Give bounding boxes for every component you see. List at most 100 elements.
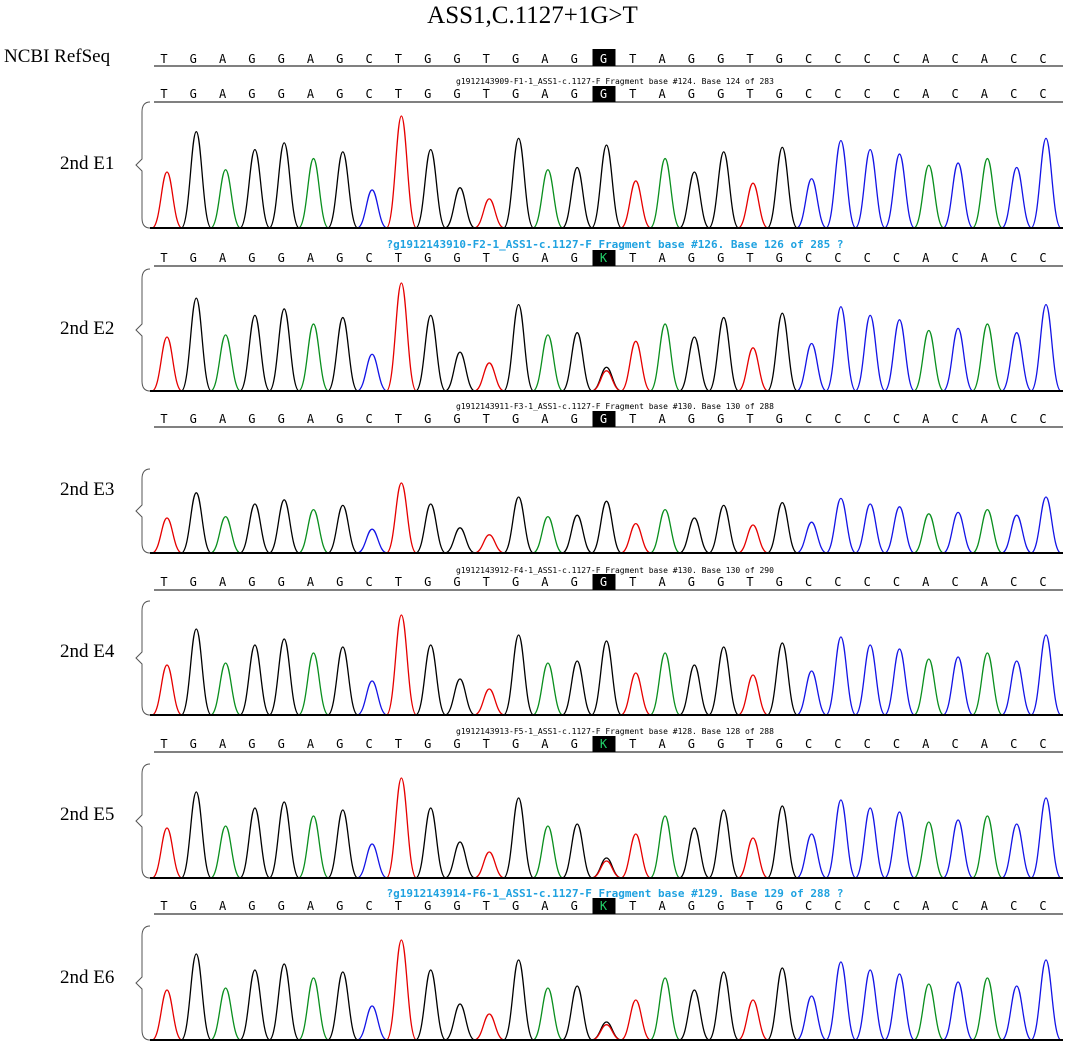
chromatogram-peak [883, 973, 916, 1041]
chromatogram-peak [766, 312, 798, 392]
sequence-base: G [717, 575, 724, 589]
chromatogram-peak [532, 987, 564, 1041]
chromatogram-peak [268, 638, 300, 716]
site-highlight-box [592, 411, 616, 427]
chromatogram-peak [356, 680, 388, 716]
reference-base: G [688, 52, 695, 66]
sequence-base: A [541, 899, 549, 913]
chromatogram-peak [649, 977, 681, 1041]
sequence-base: G [512, 899, 519, 913]
sequence-base: G [453, 737, 460, 751]
chromatogram-peak [649, 652, 681, 716]
sequence-base: G [248, 737, 255, 751]
site-highlight-box [592, 86, 616, 102]
chromatogram-peak [679, 336, 710, 392]
sequence-base: G [248, 87, 255, 101]
sequence-base: T [629, 412, 636, 426]
chromatogram-peak [180, 953, 212, 1041]
chromatogram-peak [180, 791, 212, 879]
sequence-base: C [951, 737, 958, 751]
chromatogram-peak [825, 306, 857, 392]
sequence-base: A [922, 251, 930, 265]
sequence-base: G [278, 899, 285, 913]
sequence-base: C [365, 737, 372, 751]
sequence-base: C [365, 412, 372, 426]
sequence-base: G [190, 575, 197, 589]
chromatogram-peak [268, 963, 300, 1041]
chromatogram-peak [356, 843, 388, 879]
chromatogram-peak [415, 807, 447, 879]
chromatogram-peak [971, 977, 1004, 1041]
sequence-base: T [746, 412, 753, 426]
chromatogram-peak [942, 981, 974, 1041]
reference-base: G [600, 52, 607, 66]
chromatogram-peak [502, 496, 535, 554]
panel-bracket [135, 600, 151, 716]
chromatogram-peak [708, 316, 740, 392]
reference-base: A [307, 52, 315, 66]
chromatogram-peak [591, 370, 622, 392]
sequence-base: G [688, 251, 695, 265]
sequence-base: T [746, 575, 753, 589]
sequence-base: G [248, 251, 255, 265]
chromatogram-peak [620, 833, 652, 879]
sequence-base: T [483, 412, 490, 426]
sequence-base: A [219, 87, 227, 101]
chromatogram-peak [796, 521, 827, 554]
chromatogram-peak [942, 511, 974, 554]
sequence-base: G [424, 899, 431, 913]
panel-header: g1912143911-F3-1_ASS1-c.1127-F Fragment … [456, 402, 774, 411]
chromatogram-peak [796, 342, 827, 392]
chromatogram-peak [854, 644, 886, 716]
chromatogram-peak [297, 323, 330, 392]
sequence-base: C [864, 899, 871, 913]
reference-base: A [541, 52, 549, 66]
chromatogram-peak [502, 137, 535, 229]
chromatogram-peak [151, 664, 183, 716]
chromatogram-peak [913, 329, 945, 392]
reference-base: A [922, 52, 930, 66]
sequence-base: C [1010, 899, 1017, 913]
sequence-base: G [190, 87, 197, 101]
chromatogram-peak [854, 969, 886, 1041]
chromatogram-peak [209, 169, 242, 229]
chromatogram-peak [942, 327, 974, 392]
sequence-base: G [424, 412, 431, 426]
sequence-base: G [600, 575, 607, 589]
chromatogram-peak [385, 482, 418, 554]
sequence-base: G [248, 412, 255, 426]
sequence-base: C [864, 87, 871, 101]
sequence-base: A [307, 412, 315, 426]
site-highlight-box [592, 250, 616, 266]
sequence-base: G [512, 251, 519, 265]
sequence-base: C [893, 899, 900, 913]
chromatogram-peak [766, 805, 798, 879]
sequence-base: A [658, 251, 666, 265]
chromatogram-peak [737, 524, 769, 554]
sequence-base: C [951, 87, 958, 101]
sequence-base: T [160, 737, 167, 751]
chromatogram-peak [1001, 514, 1033, 554]
sequence-base: T [746, 87, 753, 101]
chromatogram-peak [1030, 496, 1062, 554]
chromatogram-peak [268, 801, 300, 879]
chromatogram-peak [796, 995, 827, 1041]
sequence-base: G [776, 575, 783, 589]
sequence-base: C [893, 87, 900, 101]
sequence-base: C [864, 251, 871, 265]
chromatogram-peak [766, 501, 798, 554]
sequence-base: G [336, 575, 343, 589]
sequence-base: G [453, 412, 460, 426]
chromatogram-peak [972, 508, 1003, 554]
chromatogram-peak [415, 503, 447, 554]
sequence-base: G [278, 251, 285, 265]
chromatogram-peak [971, 323, 1004, 392]
chromatogram-peak [591, 500, 622, 554]
chromatogram-peak [297, 815, 330, 879]
panel-bracket [135, 763, 151, 879]
reference-base: C [834, 52, 841, 66]
sequence-base: A [541, 87, 549, 101]
chromatogram-peak [356, 189, 388, 229]
reference-base: G [776, 52, 783, 66]
chromatogram-peak [620, 672, 652, 716]
